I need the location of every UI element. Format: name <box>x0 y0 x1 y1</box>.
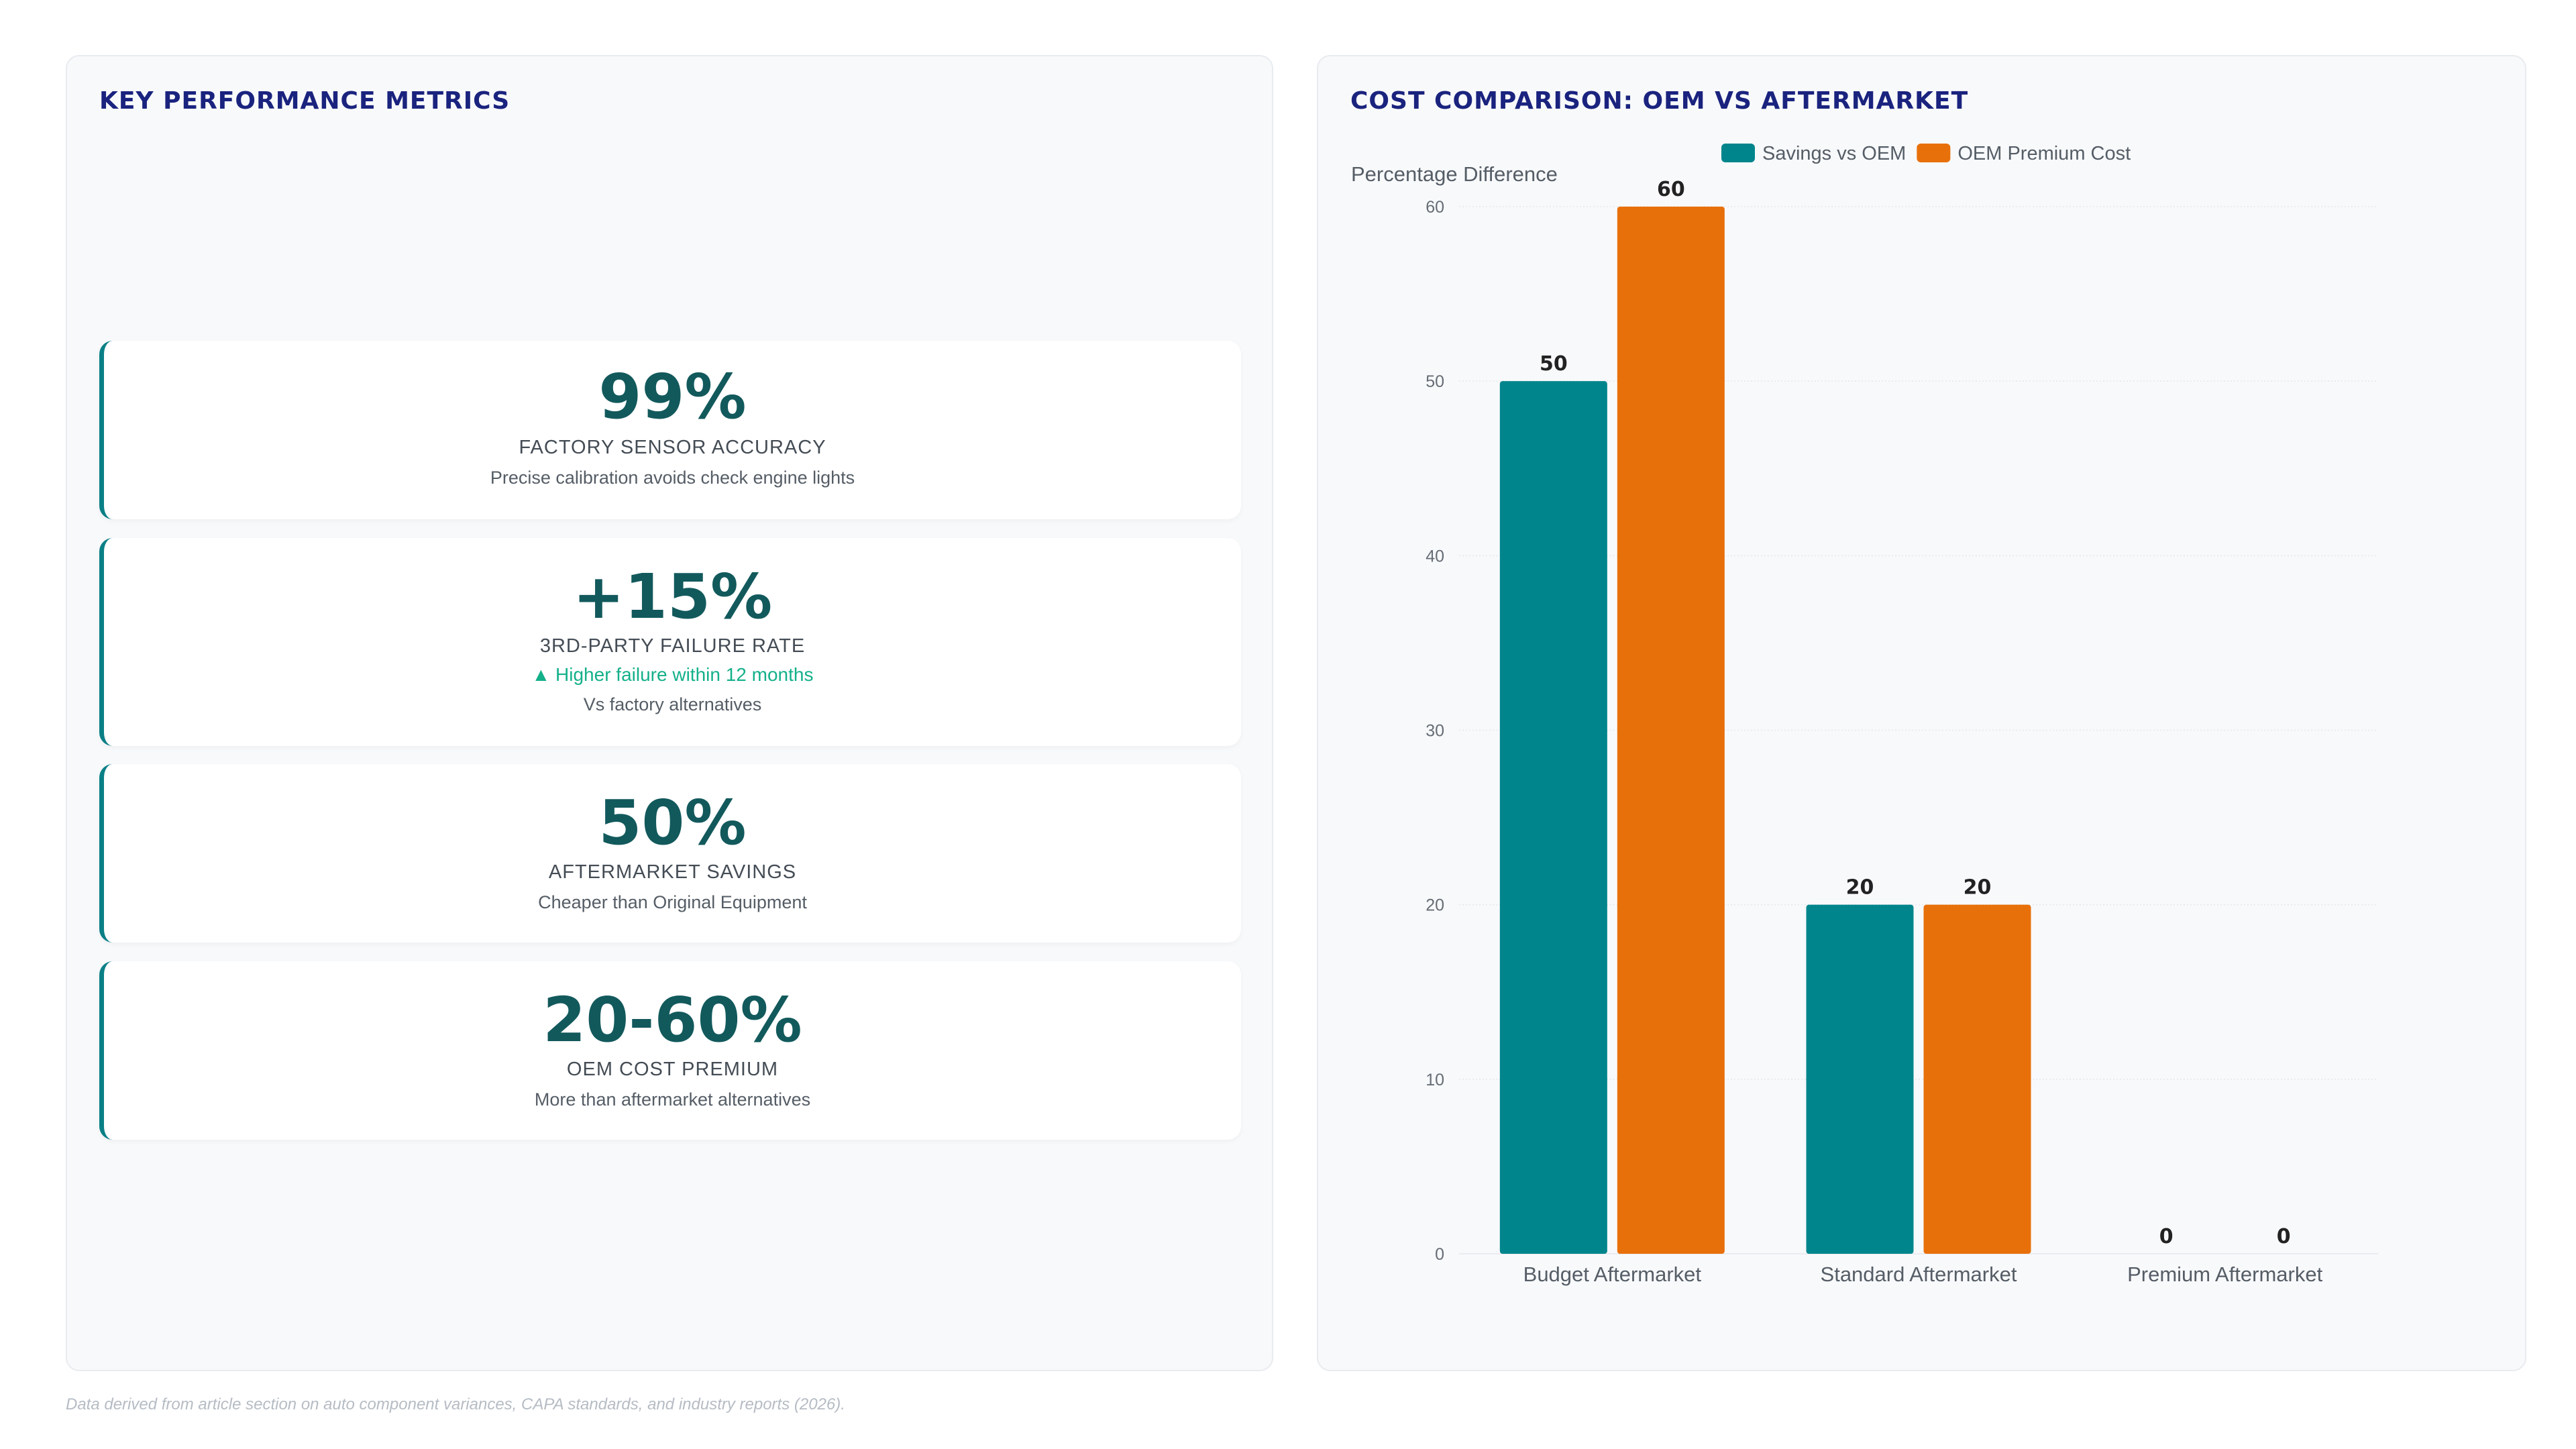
bar-savings-vs-oem <box>1499 381 1607 1254</box>
kpi-description: Vs factory alternatives <box>583 694 762 714</box>
kpi-trend-indicator: ▲ Higher failure within 12 months <box>531 664 814 685</box>
bar-data-label: 0 <box>2159 1225 2174 1248</box>
source-footnote: Data derived from article section on aut… <box>66 1395 845 1413</box>
bar-oem-premium-cost <box>1617 207 1725 1254</box>
y-tick-label: 0 <box>1435 1245 1444 1264</box>
x-category-label: Budget Aftermarket <box>1523 1263 1702 1286</box>
bar-data-label: 50 <box>1540 352 1568 376</box>
x-category-label: Premium Aftermarket <box>2127 1263 2323 1286</box>
kpi-panel-title: KEY PERFORMANCE METRICS <box>99 87 511 115</box>
legend-swatch <box>1721 144 1755 162</box>
chart-panel: COST COMPARISON: OEM VS AFTERMARKET 0 10 2… <box>1317 55 2526 1371</box>
legend-label: OEM Premium Cost <box>1957 143 2131 164</box>
kpi-description: More than aftermarket alternatives <box>534 1089 811 1110</box>
kpi-label: 3RD-PARTY FAILURE RATE <box>539 635 806 657</box>
y-tick-label: 10 <box>1426 1071 1444 1089</box>
bar-savings-vs-oem <box>1806 904 1914 1254</box>
y-axis-label: Percentage Difference <box>1351 162 1558 186</box>
y-tick-label: 20 <box>1426 896 1444 915</box>
y-tick-label: 40 <box>1426 547 1444 566</box>
kpi-label: FACTORY SENSOR ACCURACY <box>519 437 826 458</box>
bar-data-label: 60 <box>1657 178 1685 201</box>
kpi-value: 99% <box>598 361 747 433</box>
kpi-label: OEM COST PREMIUM <box>566 1059 779 1080</box>
legend-label: Savings vs OEM <box>1762 143 1906 164</box>
kpi-card-sensor-accuracy: 99% FACTORY SENSOR ACCURACY Precise cali… <box>99 341 1241 519</box>
kpi-value: 50% <box>598 787 747 859</box>
kpi-value: 20-60% <box>543 984 802 1056</box>
kpi-card-oem-premium: 20-60% OEM COST PREMIUM More than afterm… <box>99 961 1241 1140</box>
bar-data-label: 0 <box>2277 1225 2291 1248</box>
kpi-card-failure-rate: +15% 3RD-PARTY FAILURE RATE ▲ Higher fai… <box>99 538 1241 746</box>
kpi-description: Cheaper than Original Equipment <box>538 892 807 912</box>
kpi-panel: KEY PERFORMANCE METRICS 99% FACTORY SENS… <box>66 55 1273 1371</box>
y-tick-label: 50 <box>1426 372 1444 391</box>
legend-swatch <box>1917 144 1951 162</box>
y-tick-label: 30 <box>1426 722 1444 741</box>
kpi-card-aftermarket-savings: 50% AFTERMARKET SAVINGS Cheaper than Ori… <box>99 764 1241 943</box>
x-category-label: Standard Aftermarket <box>1821 1263 2017 1286</box>
kpi-label: AFTERMARKET SAVINGS <box>548 861 797 883</box>
kpi-description: Precise calibration avoids check engine … <box>490 468 855 488</box>
bar-data-label: 20 <box>1846 876 1874 900</box>
y-tick-label: 60 <box>1426 198 1444 217</box>
kpi-value: +15% <box>572 561 773 633</box>
bar-oem-premium-cost <box>1923 904 2031 1254</box>
bar-data-label: 20 <box>1964 876 1992 900</box>
bar-chart: 0 10 20 30 40 50 60 Percentage Difference 50 60 Bu… <box>1351 143 2378 1286</box>
chart-panel-title: COST COMPARISON: OEM VS AFTERMARKET <box>1350 87 1969 115</box>
